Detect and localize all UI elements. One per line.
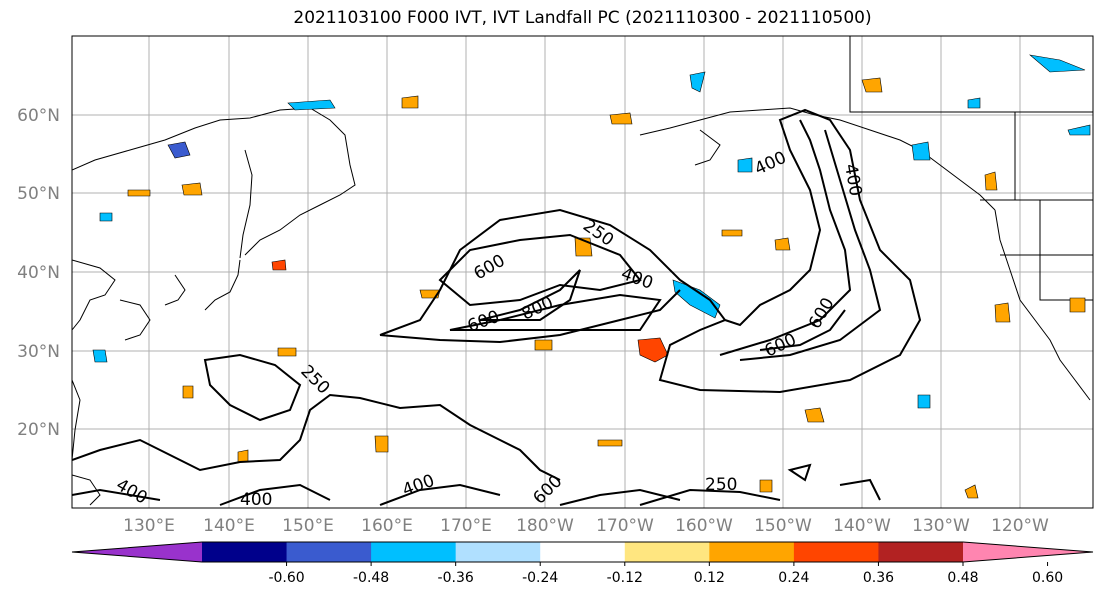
colorbar-extend-right (963, 542, 1093, 562)
ivt-pc-shading (92, 54, 1091, 499)
colorbar-segment (878, 542, 964, 562)
lon-label: 170°W (596, 516, 654, 536)
lon-label: 180°W (516, 516, 574, 536)
colorbar-segment (540, 542, 626, 562)
colorbar: -0.60 -0.48 -0.36 -0.24 -0.12 0.12 0.24 0.36 0.4… (71, 541, 1094, 586)
lon-label: 130°W (912, 516, 970, 536)
colorbar-segment (202, 542, 288, 562)
colorbar-segment (709, 542, 795, 562)
ivt-contours (72, 108, 922, 506)
colorbar-tick-label: 0.12 (694, 570, 725, 586)
colorbar-segment (286, 542, 372, 562)
colorbar-tick-label: 0.36 (863, 570, 894, 586)
colorbar-tick-label: 0.48 (947, 570, 978, 586)
coastlines (72, 36, 1093, 506)
lon-label: 130°E (123, 516, 175, 536)
map-title: 2021103100 F000 IVT, IVT Landfall PC (20… (293, 8, 872, 28)
lon-label: 160°E (361, 516, 413, 536)
lat-label: 50°N (17, 184, 60, 204)
lon-label: 150°E (282, 516, 334, 536)
lat-label: 40°N (17, 263, 60, 283)
colorbar-tick-label: 0.24 (778, 570, 809, 586)
longitude-labels: 130°E 140°E 150°E 160°E 170°E 180°W 170°… (123, 516, 1049, 536)
gridlines (72, 36, 1093, 508)
contour-label: 400 (240, 490, 272, 510)
lat-label: 30°N (17, 342, 60, 362)
map-border (71, 35, 1094, 509)
colorbar-tick-label: -0.60 (268, 570, 304, 586)
lat-label: 20°N (17, 420, 60, 440)
colorbar-segment (793, 542, 879, 562)
lon-label: 140°E (203, 516, 255, 536)
colorbar-segment (455, 542, 541, 562)
colorbar-segment (624, 542, 710, 562)
colorbar-segment (371, 542, 457, 562)
colorbar-tick-label: -0.24 (522, 570, 558, 586)
lon-label: 120°W (991, 516, 1049, 536)
contour-labels: 250 400 600 400 600 800 600 400 600 250 … (113, 148, 866, 510)
colorbar-tick-label: -0.36 (438, 570, 474, 586)
lon-label: 160°W (675, 516, 733, 536)
colorbar-extend-left (72, 542, 202, 562)
lon-label: 150°W (754, 516, 812, 536)
lon-label: 170°E (440, 516, 492, 536)
colorbar-outline (71, 541, 1094, 563)
colorbar-tick-label: -0.12 (607, 570, 643, 586)
contour-label: 250 (705, 475, 737, 495)
latitude-labels: 60°N 50°N 40°N 30°N 20°N (17, 106, 60, 440)
lon-label: 140°W (833, 516, 891, 536)
lat-label: 60°N (17, 106, 60, 126)
colorbar-tick-label: -0.48 (353, 570, 389, 586)
colorbar-tick-label: 0.60 (1032, 570, 1063, 586)
